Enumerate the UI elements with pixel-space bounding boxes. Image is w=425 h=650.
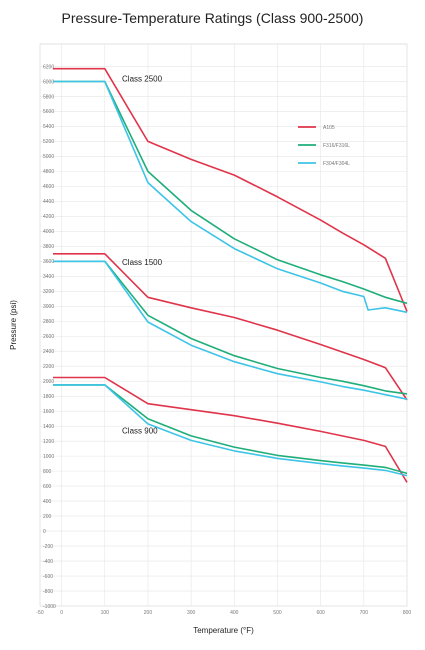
y-tick-label: 2400	[43, 349, 54, 355]
legend-label: F304/F304L	[323, 161, 350, 167]
legend-label: A105	[323, 125, 335, 131]
y-tick-label: 800	[43, 469, 52, 475]
x-axis-title: Temperature (°F)	[193, 626, 254, 635]
y-tick-label: 1000	[43, 454, 54, 460]
y-tick-label: -1000	[43, 604, 56, 610]
series-line-class-2500-a105	[53, 67, 408, 312]
y-tick-label: 400	[43, 499, 52, 505]
annotation-class-900: Class 900	[122, 427, 158, 436]
y-tick-label: 4800	[43, 169, 54, 175]
y-tick-label: 6200	[43, 64, 54, 70]
x-tick-label: 400	[230, 610, 239, 616]
plot-area	[39, 43, 408, 607]
y-tick-label: 0	[43, 529, 46, 535]
x-tick-label: 600	[316, 610, 325, 616]
y-tick-label: 5800	[43, 94, 54, 100]
y-tick-label: 600	[43, 484, 52, 490]
series-line-class-900-1fae7a	[53, 384, 408, 475]
series-line-class-900-e0344a	[53, 376, 408, 483]
y-tick-label: 4600	[43, 184, 54, 190]
y-tick-label: 2600	[43, 334, 54, 340]
y-tick-label: 2000	[43, 379, 54, 385]
y-tick-label: 2800	[43, 319, 54, 325]
series-line-class-900-3ec4e6	[53, 384, 408, 477]
y-tick-label: 5600	[43, 109, 54, 115]
x-tick-label: 700	[360, 610, 369, 616]
y-tick-label: 1800	[43, 394, 54, 400]
y-axis-title: Pressure (psi)	[9, 300, 18, 350]
series-line-class-2500-f304-f304l	[53, 80, 408, 314]
y-tick-label: 3200	[43, 289, 54, 295]
x-tick-label: 100	[101, 610, 110, 616]
series-line-class-2500-f316-f316l	[53, 80, 408, 305]
y-tick-label: -800	[43, 589, 53, 595]
series-line-class-1500-e0344a	[53, 253, 408, 401]
y-tick-label: 2200	[43, 364, 54, 370]
x-tick-label: -50	[36, 610, 43, 616]
y-tick-label: 5000	[43, 154, 54, 160]
y-tick-label: 4400	[43, 199, 54, 205]
x-tick-label: 200	[144, 610, 153, 616]
x-tick-label: 800	[403, 610, 412, 616]
y-tick-label: 4000	[43, 229, 54, 235]
y-tick-label: 3800	[43, 244, 54, 250]
y-tick-label: 200	[43, 514, 52, 520]
y-tick-label: 6000	[43, 79, 54, 85]
legend-label: F316/F316L	[323, 143, 350, 149]
y-tick-label: 3600	[43, 259, 54, 265]
annotation-class-1500: Class 1500	[122, 258, 163, 267]
y-tick-label: -200	[43, 544, 53, 550]
annotation-class-2500: Class 2500	[122, 74, 163, 83]
y-tick-label: 5400	[43, 124, 54, 130]
y-tick-label: 4200	[43, 214, 54, 220]
x-tick-label: 0	[60, 610, 63, 616]
y-tick-label: 1600	[43, 409, 54, 415]
x-tick-label: 300	[187, 610, 196, 616]
y-tick-label: -400	[43, 559, 53, 565]
y-tick-label: 3000	[43, 304, 54, 310]
y-tick-label: 1400	[43, 424, 54, 430]
y-tick-label: 1200	[43, 439, 54, 445]
y-tick-label: -600	[43, 574, 53, 580]
series-line-class-1500-3ec4e6	[53, 260, 408, 400]
chart-title: Pressure-Temperature Ratings (Class 900-…	[61, 10, 364, 26]
y-tick-label: 3400	[43, 274, 54, 280]
y-tick-label: 5200	[43, 139, 54, 145]
x-tick-label: 500	[273, 610, 282, 616]
series-line-class-1500-1fae7a	[53, 260, 408, 395]
